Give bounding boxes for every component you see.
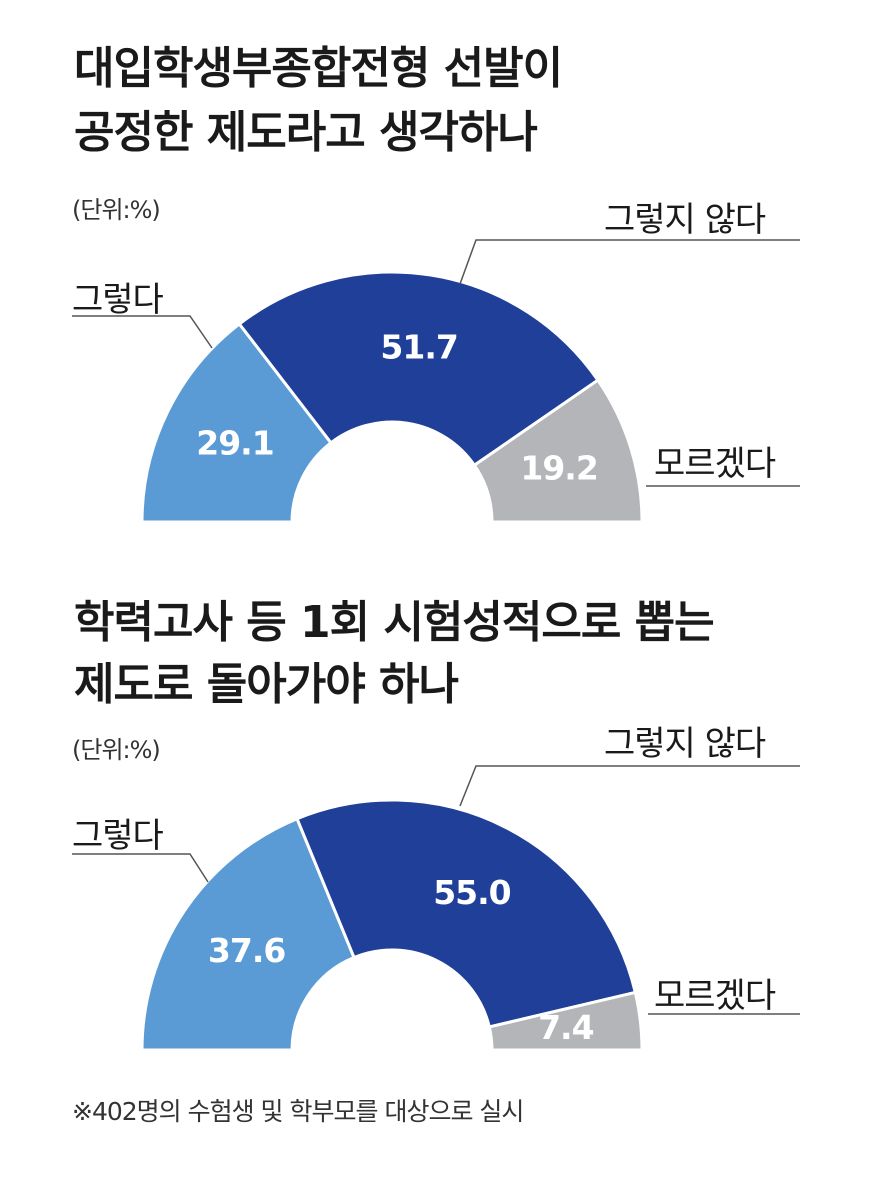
chart2-value-label-no: 55.0 — [433, 873, 510, 912]
chart1-unit-label: (단위:%) — [72, 196, 161, 224]
chart2-leader-no — [459, 765, 800, 807]
chart1-slice-unknown — [472, 378, 644, 524]
chart1-value-label-yes: 29.1 — [196, 423, 273, 462]
chart1-title-line2: 공정한 제도라고 생각하나 — [74, 107, 538, 158]
chart1-leader-no — [459, 239, 800, 285]
chart1-legend-unknown: 모르겠다 — [654, 444, 776, 484]
chart2-title-line2: 제도로 돌아가야 하나 — [74, 659, 459, 710]
chart2-value-label-yes: 37.6 — [208, 931, 285, 970]
chart1-half-donut: 29.1 51.7 19.2 — [72, 239, 800, 524]
chart1-slice-no — [237, 270, 600, 468]
chart2-value-label-unknown: 7.4 — [538, 1008, 593, 1047]
chart2-half-donut: 37.6 55.0 7.4 — [72, 765, 800, 1052]
chart2-legend-unknown: 모르겠다 — [654, 976, 776, 1016]
chart1-slice-yes — [140, 321, 334, 524]
chart2-legend-no: 그렇지 않다 — [604, 724, 766, 764]
chart1-leader-yes — [72, 315, 213, 349]
chart2-slice-unknown — [487, 990, 644, 1052]
chart2-slice-no — [295, 798, 638, 1029]
chart1-legend-yes: 그렇다 — [72, 280, 164, 320]
chart2-leader-yes — [72, 853, 209, 883]
chart2-unit-label: (단위:%) — [72, 736, 161, 764]
chart1-value-label-no: 51.7 — [380, 328, 457, 367]
chart1-title-line1: 대입학생부종합전형 선발이 — [74, 43, 563, 94]
chart2-slice-yes — [140, 816, 356, 1052]
survey-footnote: ※402명의 수험생 및 학부모를 대상으로 실시 — [72, 1097, 524, 1126]
chart2-legend-yes: 그렇다 — [72, 816, 164, 856]
chart1-value-label-unknown: 19.2 — [520, 449, 597, 488]
chart2-title-line1: 학력고사 등 1회 시험성적으로 뽑는 — [74, 597, 715, 648]
chart1-legend-no: 그렇지 않다 — [604, 200, 766, 240]
